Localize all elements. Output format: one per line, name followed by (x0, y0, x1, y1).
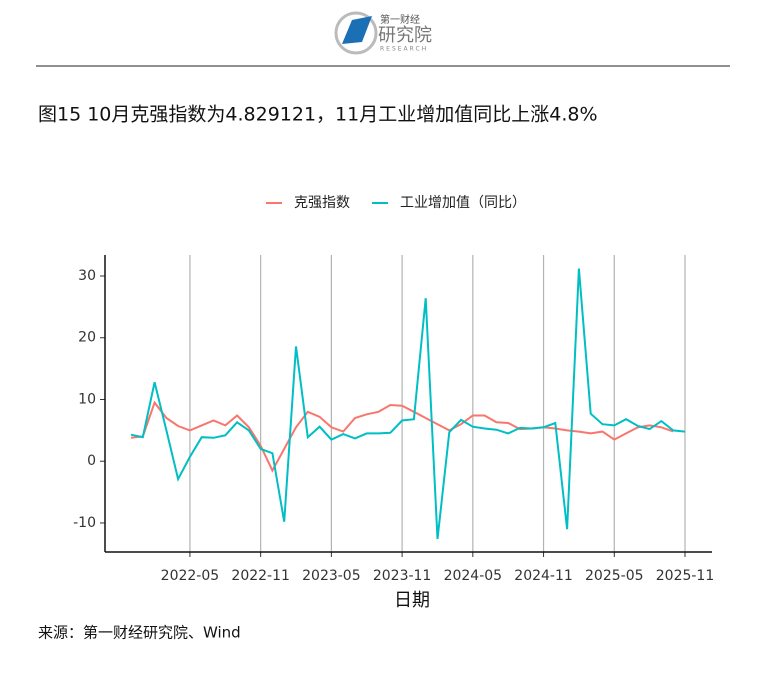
x-tick-label: 2022-05 (161, 568, 220, 584)
y-tick-label: 30 (78, 268, 96, 284)
series-line (130, 268, 686, 540)
x-axis-label: 日期 (394, 590, 430, 611)
chart-title: 图15 10月克强指数为4.829121，11月工业增加值同比上涨4.8% (38, 104, 598, 126)
logo-ring (334, 11, 378, 55)
x-tick-label: 2023-05 (302, 568, 361, 584)
logo-sub: 研究院 (378, 25, 432, 46)
logo-en: RESEARCH (380, 46, 428, 53)
series-line (130, 400, 674, 473)
logo-icon (342, 16, 372, 44)
source: 来源：第一财经研究院、Wind (38, 624, 241, 642)
x-tick-label: 2022-11 (231, 568, 290, 584)
x-tick-label: 2025-11 (656, 568, 715, 584)
logo-name: 第一财经 (380, 13, 420, 26)
y-tick-label: 20 (78, 330, 96, 346)
y-tick-label: 10 (78, 391, 96, 407)
y-tick-label: 0 (87, 453, 96, 469)
x-tick-label: 2023-11 (373, 568, 432, 584)
legend-label: 工业增加值（同比） (400, 195, 526, 211)
x-tick-label: 2024-11 (514, 568, 573, 584)
logo: 第一财经 研究院 RESEARCH (334, 11, 432, 55)
x-tick-label: 2025-05 (585, 568, 644, 584)
legend-label: 克强指数 (294, 195, 350, 211)
y-tick-label: -10 (73, 515, 96, 531)
x-tick-label: 2024-05 (444, 568, 503, 584)
